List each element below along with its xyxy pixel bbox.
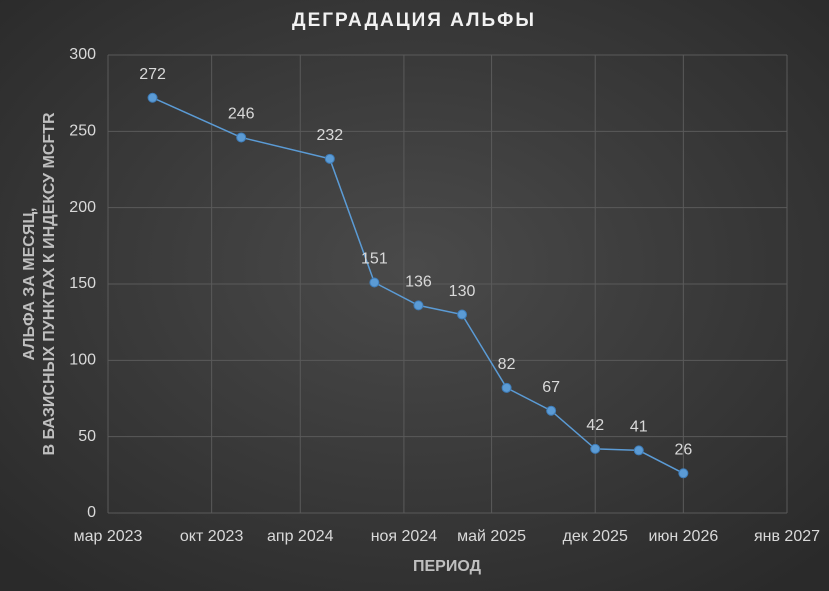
y-tick-label: 300 [69,46,96,63]
data-point [147,92,158,103]
data-label: 42 [586,417,604,434]
chart-title: ДЕГРАДАЦИЯ АЛЬФЫ [292,10,536,31]
y-tick-label: 250 [69,123,96,140]
x-tick-label: апр 2024 [267,528,334,545]
data-label: 232 [316,127,343,144]
data-point [413,300,424,311]
data-point [236,132,247,143]
data-label: 82 [498,356,516,373]
x-tick-label: ноя 2024 [371,528,438,545]
data-point [369,277,380,288]
y-tick-label: 50 [78,428,96,445]
data-label: 26 [674,442,692,459]
data-label: 151 [361,251,388,268]
data-label: 130 [449,283,476,300]
x-tick-label: янв 2027 [754,528,820,545]
data-point [678,468,689,479]
y-axis-title: АЛЬФА ЗА МЕСЯЦ, В БАЗИСНЫХ ПУНКТАХ К ИНД… [21,112,58,456]
data-label: 67 [542,379,560,396]
x-tick-label: май 2025 [457,528,526,545]
data-point [457,309,468,320]
data-point [546,405,557,416]
x-axis-title: ПЕРИОД [413,558,482,575]
data-label: 246 [228,106,255,123]
y-axis-title-line: В БАЗИСНЫХ ПУНКТАХ К ИНДЕКСУ MCFTR [41,112,58,456]
x-tick-label: июн 2026 [648,528,718,545]
data-point [633,445,644,456]
x-tick-label: дек 2025 [563,528,628,545]
y-axis-title-line: АЛЬФА ЗА МЕСЯЦ, [21,208,38,361]
y-tick-label: 150 [69,275,96,292]
y-tick-label: 100 [69,352,96,369]
data-label: 41 [630,419,648,436]
data-label: 272 [139,66,166,83]
data-point [501,382,512,393]
x-tick-label: мар 2023 [74,528,143,545]
y-tick-label: 0 [87,504,96,521]
x-tick-label: окт 2023 [180,528,244,545]
data-label: 136 [405,274,432,291]
y-tick-label: 200 [69,199,96,216]
data-point [590,443,601,454]
data-point [324,153,335,164]
